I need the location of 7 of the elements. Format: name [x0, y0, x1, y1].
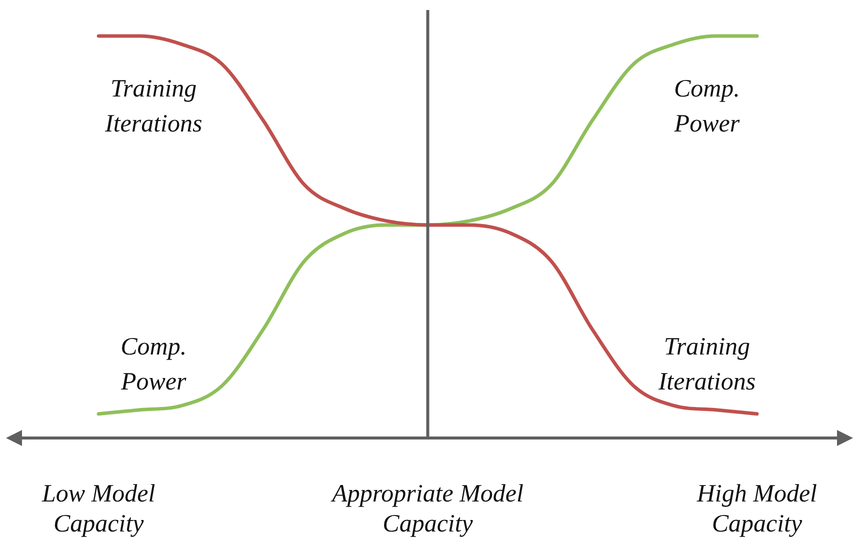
x-tick-label: Appropriate Model Capacity: [330, 480, 524, 538]
text: Training Iterations: [104, 76, 202, 138]
text: Comp. Power: [674, 76, 740, 138]
series-label: Training Iterations: [657, 333, 756, 396]
x-tick-label: High Model Capacity: [696, 480, 818, 538]
x-tick-label: Low Model Capacity: [40, 480, 156, 538]
series-label: Comp. Power: [120, 333, 187, 396]
